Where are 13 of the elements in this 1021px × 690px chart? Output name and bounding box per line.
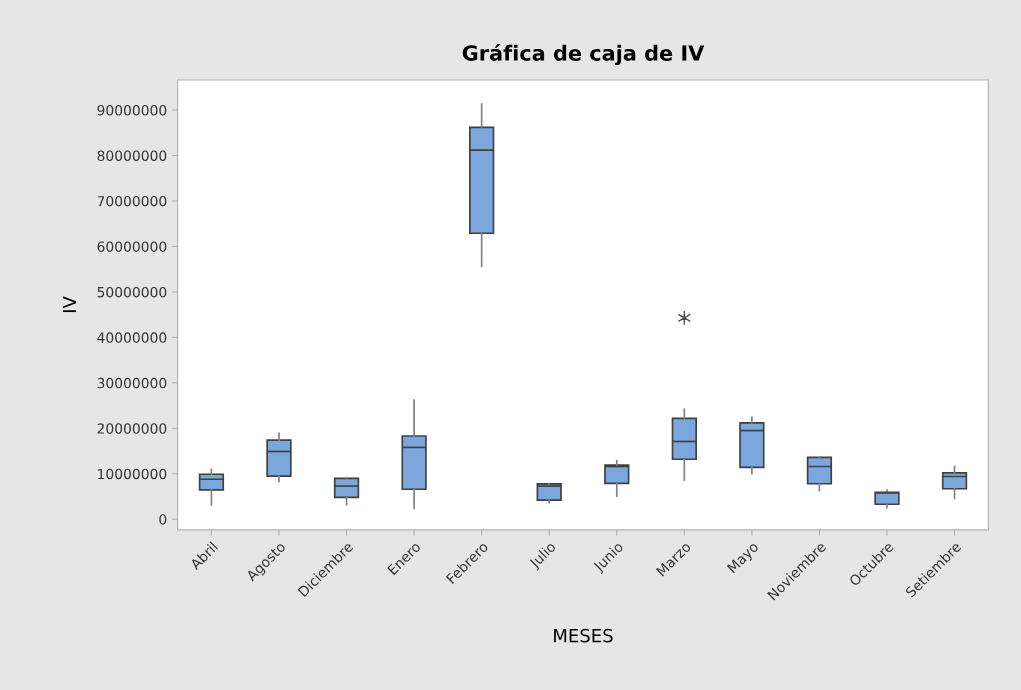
y-tick-label: 80000000 bbox=[97, 150, 167, 161]
y-tick-label: 30000000 bbox=[97, 377, 167, 389]
x-axis-title: MESES bbox=[554, 628, 613, 643]
y-tick-label: 20000000 bbox=[97, 423, 167, 434]
y-tick-label: 0 bbox=[159, 514, 167, 525]
y-tick-label: 70000000 bbox=[97, 195, 167, 207]
y-tick-label: 60000000 bbox=[97, 241, 167, 252]
y-tick-label: 90000000 bbox=[97, 105, 167, 116]
chart-title: Gráfica de caja de IV bbox=[462, 43, 705, 66]
y-tick-label: 50000000 bbox=[97, 286, 167, 298]
y-axis-title: IV bbox=[62, 296, 77, 313]
y-tick-label: 10000000 bbox=[98, 468, 167, 480]
y-tick-label: 40000000 bbox=[97, 332, 167, 343]
